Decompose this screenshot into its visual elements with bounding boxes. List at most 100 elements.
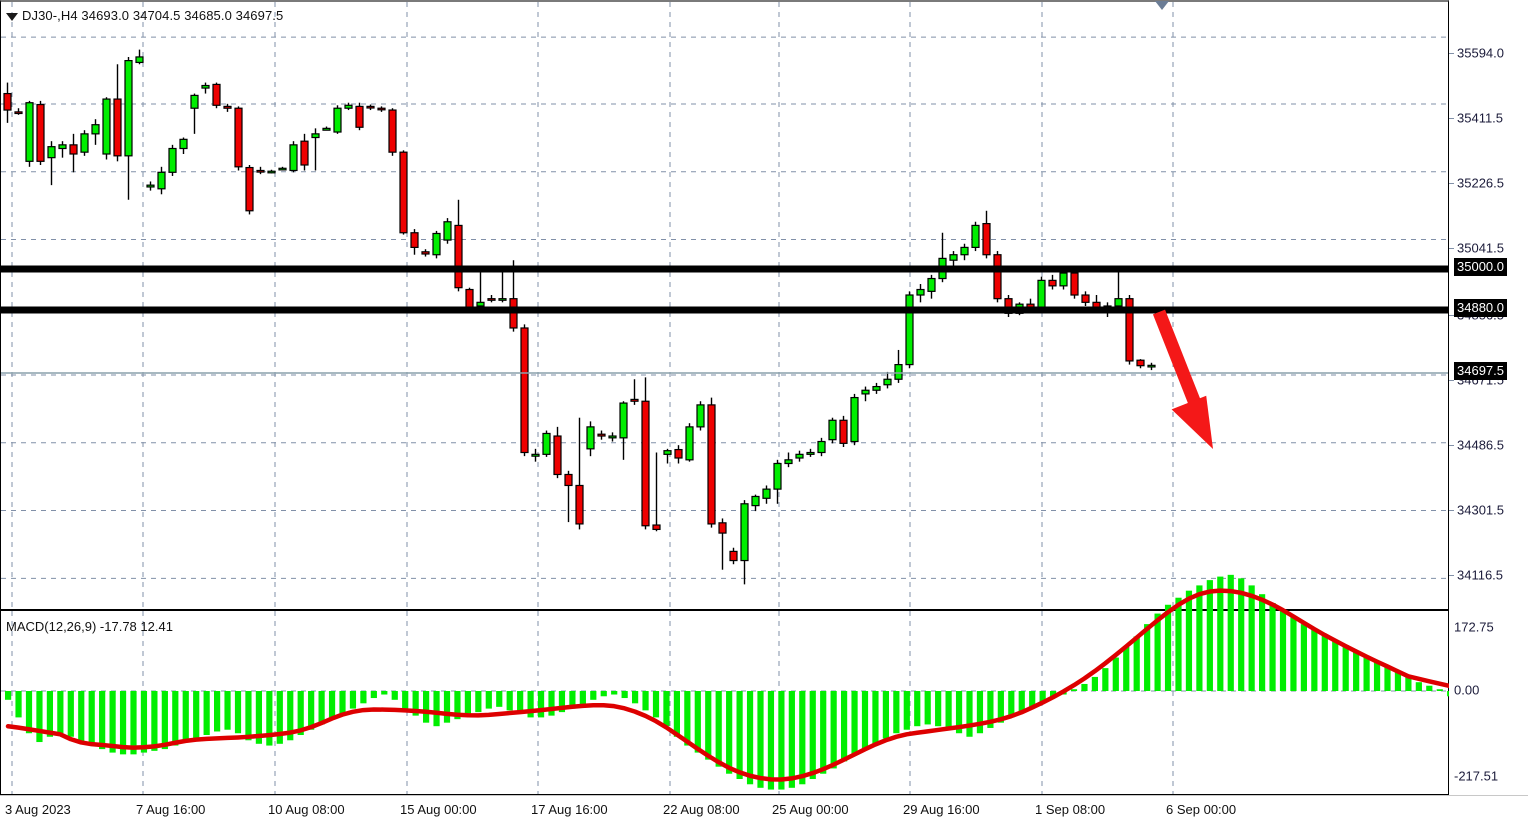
candlestick [839,415,848,448]
macd-histogram-bar [203,691,210,735]
candlestick [586,421,595,457]
candlestick [421,249,430,257]
candlestick [190,93,199,134]
candlestick [982,210,991,259]
macd-histogram-bar [642,691,649,711]
macd-histogram-bar [799,691,806,785]
macd-histogram-bar [746,691,754,785]
macd-histogram-bar [1206,580,1213,691]
macd-histogram-bar [234,691,242,734]
candlestick [333,105,342,134]
macd-histogram-bar [537,691,545,718]
candlestick [388,108,397,156]
candlestick [762,485,771,504]
candlestick [14,108,23,115]
macd-histogram-bar [67,691,74,737]
candlestick [1004,295,1013,317]
candlestick [1081,291,1090,306]
candlestick [575,417,584,530]
candlestick [883,371,892,389]
time-axis-label: 6 Sep 00:00 [1166,802,1237,817]
macd-histogram-bar [872,691,879,744]
candlestick [905,291,914,369]
candlestick [168,144,177,176]
price-axis-tick [1449,53,1454,54]
candlestick [223,103,232,112]
macd-histogram-bar [1050,691,1057,699]
macd-histogram-bar [600,691,607,697]
macd-histogram-bar [36,691,43,743]
candlestick [872,382,881,394]
candlestick [124,56,133,200]
candlestick [971,221,980,252]
candlestick [1059,269,1068,290]
price-chart-pane[interactable] [0,0,1449,610]
macd-histogram-bar [88,691,95,746]
macd-histogram-bar [882,691,889,739]
candlestick [1114,269,1123,310]
macd-header-label: MACD(12,26,9) -17.78 12.41 [6,619,173,634]
macd-histogram-bar [360,691,367,704]
candlestick [784,452,793,468]
candlestick [1048,274,1057,290]
price-axis-label: 35000.0 [1454,258,1507,276]
macd-histogram-bar [861,691,869,750]
macd-histogram-bar [632,691,639,704]
macd-histogram-bar [569,691,576,709]
macd-histogram-bar [412,691,419,716]
macd-axis[interactable]: 172.75 0.00 -217.51 [1449,610,1528,795]
candlestick [58,141,67,158]
macd-indicator-pane[interactable]: MACD(12,26,9) -17.78 12.41 [0,574,1464,795]
triangle-down-icon[interactable] [6,13,18,21]
macd-histogram-bar [1018,691,1025,713]
macd-histogram-bar [673,691,680,737]
macd-histogram-bar [370,691,377,699]
macd-histogram-bar [224,691,231,730]
macd-histogram-bar [830,691,837,769]
macd-histogram-bar [423,691,430,723]
candlestick [674,445,683,464]
time-axis[interactable]: 3 Aug 2023 7 Aug 16:00 10 Aug 08:00 15 Aug … [0,795,1528,826]
candlestick [179,137,188,154]
candlestick [135,49,144,65]
price-axis-label: 34301.5 [1457,502,1504,518]
candlestick [993,251,1002,303]
price-axis-tick [1449,248,1454,249]
macd-histogram-bar [1185,590,1193,691]
candlestick [113,64,122,162]
candlestick [234,106,243,171]
candlestick [729,547,738,565]
price-axis-label: 34486.5 [1457,437,1504,453]
candlestick [245,164,254,215]
macd-histogram-bar [611,691,618,695]
candlestick [432,230,441,259]
candlestick [157,166,166,195]
bearish-arrow-annotation[interactable] [1152,309,1213,449]
price-axis-label: 34880.0 [1454,299,1507,317]
candlestick [960,243,969,261]
macd-histogram-bar [454,691,461,720]
candlestick [751,494,760,512]
candlestick [91,119,100,145]
candlestick [300,133,309,171]
macd-histogram-bar [1070,689,1078,691]
macd-histogram-bar [130,691,137,755]
chart-position-marker-icon[interactable] [1155,1,1169,10]
macd-histogram-bar [1133,636,1140,691]
macd-histogram-bar [997,691,1004,723]
price-axis[interactable]: 35594.0 35411.5 35226.5 35041.5 35000.0 34880… [1449,0,1528,610]
macd-histogram-bar [1290,617,1297,691]
macd-histogram-bar [705,691,712,760]
macd-histogram-bar [1008,691,1015,718]
macd-histogram-bar [475,691,482,713]
macd-histogram-bar [558,691,566,713]
macd-histogram-bar [976,691,984,734]
macd-histogram-bar [726,691,733,774]
macd-histogram-bar [914,691,921,727]
macd-histogram-bar [736,691,743,779]
macd-histogram-bar [1102,668,1109,691]
candlestick [685,423,694,462]
macd-histogram-bar [151,691,158,751]
macd-histogram-bar [1394,671,1402,691]
